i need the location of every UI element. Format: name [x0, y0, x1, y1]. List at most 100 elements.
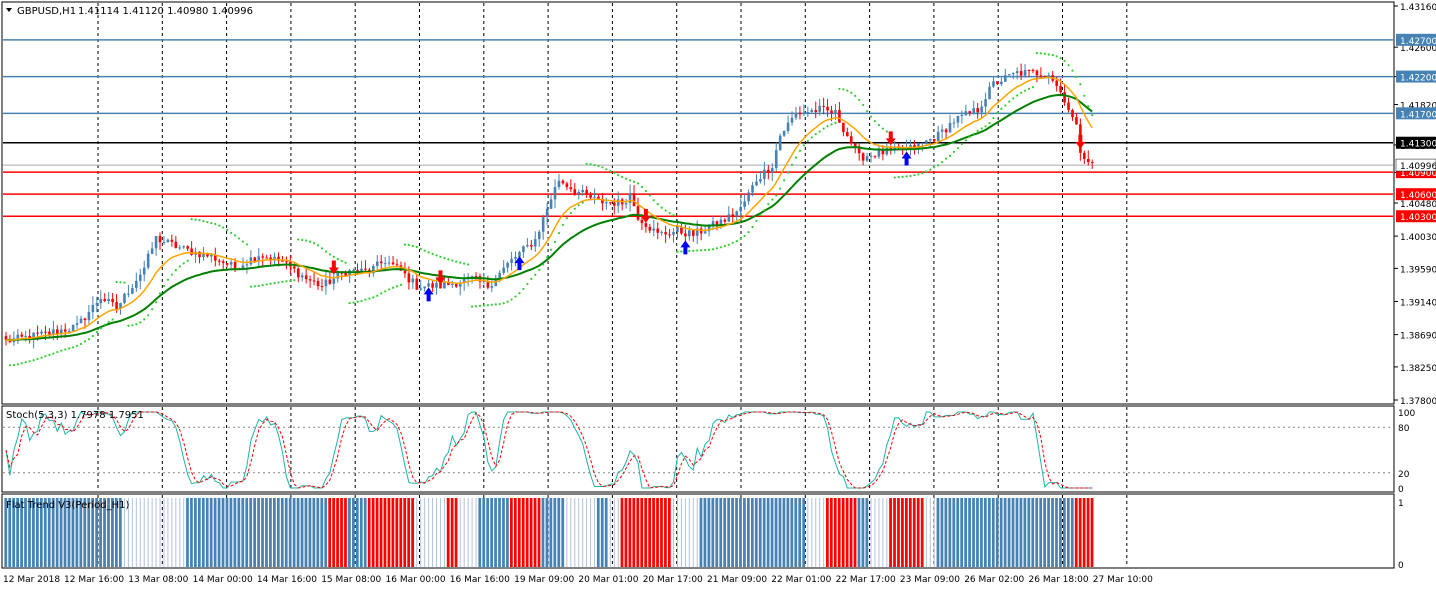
psar-dot: [277, 281, 280, 284]
candle-body: [877, 149, 881, 157]
flat-trend-bar: [549, 498, 553, 567]
psar-dot: [755, 219, 758, 222]
psar-dot: [214, 222, 217, 226]
psar-dot: [656, 203, 659, 206]
psar-dot: [226, 228, 229, 232]
flat-trend-bar: [668, 498, 671, 567]
candle-body: [609, 202, 612, 204]
psar-dot: [518, 292, 521, 295]
psar-dot: [419, 247, 422, 250]
psar-dot: [850, 91, 853, 94]
flat-trend-bar: [316, 498, 320, 567]
candle-body: [502, 267, 505, 273]
psar-dot: [427, 251, 430, 254]
psar-dot: [40, 356, 43, 359]
candle-body: [451, 283, 454, 286]
candle-body: [589, 194, 592, 198]
candle-body: [711, 221, 715, 227]
flat-trend-bar: [67, 498, 71, 567]
psar-dot: [395, 285, 399, 288]
flat-trend-bar: [359, 498, 363, 567]
psar-dot: [786, 171, 790, 174]
psar-dot: [992, 116, 995, 120]
candle-body: [150, 248, 154, 254]
psar-dot: [933, 166, 936, 169]
candle-body: [245, 264, 249, 266]
candle-body: [379, 261, 383, 264]
psar-dot: [210, 222, 213, 225]
time-tick-label: 14 Mar 00:00: [193, 575, 253, 585]
ema-slow-line: [5, 93, 1093, 342]
psar-dot: [1023, 89, 1027, 92]
price-axis[interactable]: 1.431601.426001.422001.418201.412701.408…: [1394, 3, 1436, 571]
flat-trend-bar: [636, 498, 640, 567]
psar-dot: [818, 130, 821, 133]
psar-dot: [68, 347, 71, 350]
candle-body: [470, 276, 474, 278]
psar-dot: [597, 164, 600, 168]
arrow-up-icon: [423, 287, 434, 302]
flat-trend-bar: [794, 498, 798, 567]
candle-body: [166, 239, 170, 242]
stoch-signal-line: [5, 411, 1093, 489]
time-tick-label: 20 Mar 17:00: [643, 575, 703, 585]
candle-body: [802, 112, 806, 115]
flat-trend-bar: [743, 498, 746, 567]
psar-dot: [443, 257, 446, 260]
flat-trend-bar: [498, 498, 501, 567]
candle-body: [774, 150, 778, 169]
candle-body: [861, 153, 865, 161]
candle-body: [36, 332, 39, 334]
psar-dot: [573, 207, 576, 210]
psar-dot: [257, 284, 260, 287]
psar-dot: [522, 287, 525, 291]
candle-body: [4, 336, 8, 340]
psar-dot: [510, 298, 513, 301]
flat-trend-bar: [735, 498, 738, 567]
flat-trend-bar: [1078, 498, 1082, 567]
psar-dot: [996, 111, 999, 114]
symbol-dropdown-icon[interactable]: [6, 8, 12, 12]
psar-dot: [368, 297, 371, 300]
flat-trend-bar: [221, 498, 225, 567]
flat-trend-bar: [478, 498, 482, 567]
psar-dot: [700, 249, 703, 252]
flat-trend-bar: [521, 498, 525, 567]
candle-body: [447, 282, 450, 286]
flat-trend-bar: [36, 498, 39, 567]
flat-trend-bar: [261, 498, 264, 567]
psar-dot: [854, 94, 857, 98]
psar-dot: [561, 223, 565, 226]
candle-body: [747, 192, 750, 202]
psar-dot: [601, 166, 604, 169]
time-axis[interactable]: 12 Mar 2018 12 Mar 16:00 13 Mar 08:00 14 Ma…: [3, 575, 1153, 585]
flat-trend-bar: [205, 498, 209, 567]
psar-dot: [944, 157, 948, 160]
psar-dot: [482, 304, 486, 307]
ema-fast-line: [5, 76, 1093, 341]
candle-body: [648, 226, 652, 231]
candle-body: [273, 256, 276, 261]
candle-body: [739, 206, 742, 212]
flat-trend-bar: [95, 498, 98, 567]
psar-dot: [668, 211, 671, 215]
flat-trend-bar: [502, 498, 505, 567]
flat-trend-bar: [312, 498, 316, 567]
level-price-label: 1.41700: [1400, 110, 1436, 120]
flat-trend-bar: [628, 498, 632, 567]
psar-dot: [775, 194, 778, 197]
psar-dot: [24, 361, 27, 364]
price-tick-label: 1.39140: [1400, 299, 1436, 309]
candle-body: [419, 288, 423, 290]
level-price-label: 1.42700: [1400, 37, 1436, 47]
candle-body: [672, 231, 675, 235]
psar-dot: [549, 248, 553, 251]
psar-dot: [672, 214, 675, 217]
flat-trend-bar: [826, 498, 829, 567]
candle-body: [52, 329, 55, 335]
candle-body: [439, 282, 442, 289]
psar-dot: [534, 273, 537, 276]
flat-trend-bar: [557, 498, 561, 567]
candle-body: [526, 245, 529, 247]
time-tick-label: 22 Mar 17:00: [836, 575, 896, 585]
